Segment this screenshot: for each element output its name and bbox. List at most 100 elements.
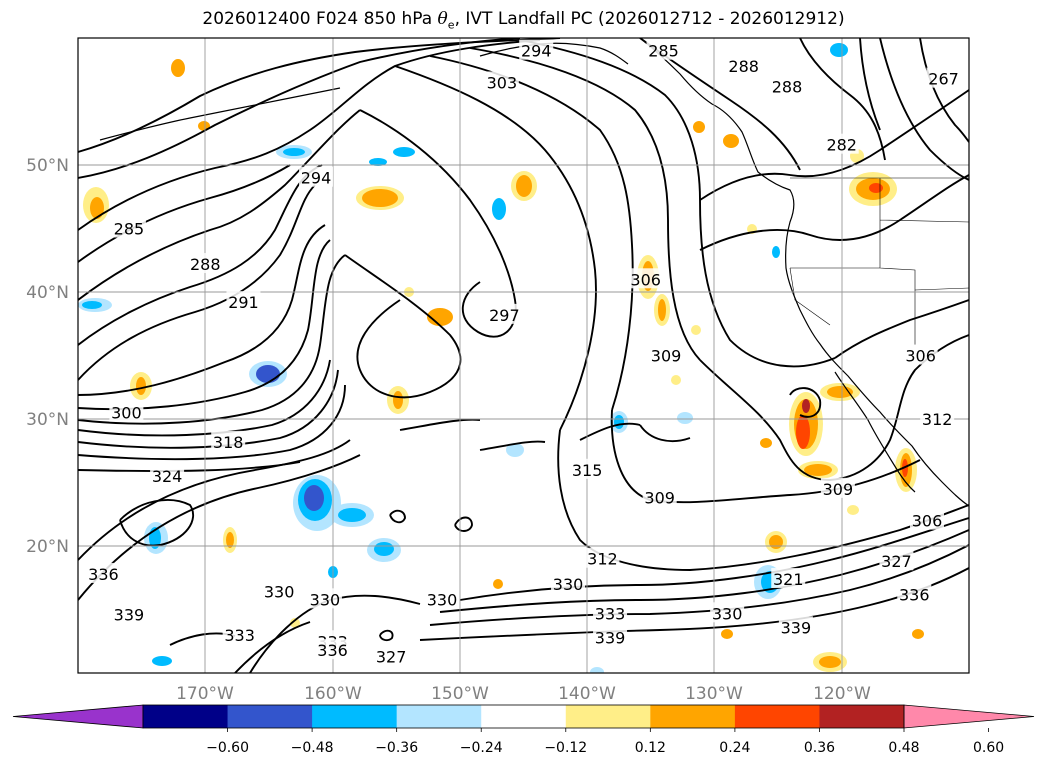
contour-label: 330: [264, 583, 295, 602]
baja-coast: [834, 371, 916, 493]
contour-label: 336: [899, 585, 930, 604]
contour-label-bg: [484, 71, 519, 92]
positive-patch: [226, 532, 234, 548]
contour-label: 333: [595, 604, 626, 623]
contour-label-bg: [585, 547, 620, 568]
state-borders: [789, 178, 969, 345]
contour-label-bg: [487, 303, 522, 324]
contour-label: 282: [826, 136, 857, 155]
aleutian-islands: [99, 87, 341, 141]
lon-tick-labels: 170°W 160°W 150°W 140°W 130°W 120°W: [176, 684, 871, 704]
contour-label: 309: [823, 480, 854, 499]
contour-label-bg: [570, 458, 605, 479]
colorbar-tick-label: −0.12: [544, 740, 587, 756]
contour-label: 285: [114, 220, 145, 239]
contour-label: 297: [489, 306, 520, 325]
positive-patch: [658, 299, 666, 321]
contour-label-bg: [86, 562, 121, 583]
lat-tick-label: 40°N: [26, 283, 69, 303]
negative-patch: [374, 542, 394, 556]
contour-label: 306: [630, 270, 661, 289]
contour-label-bg: [593, 626, 628, 647]
positive-patch: [362, 189, 398, 207]
contour-label: 300: [111, 404, 142, 423]
positive-patch: [723, 134, 739, 148]
colorbar-segment: [227, 705, 313, 728]
contour-label-bg: [726, 54, 761, 75]
contour-label-bg: [111, 217, 146, 238]
colorbar-segment: [143, 705, 229, 728]
contour-label-bg: [769, 75, 804, 96]
contour-label: 309: [651, 347, 682, 366]
contour-label: 267: [928, 70, 959, 89]
contour-label: 312: [922, 410, 953, 429]
contour-label-bg: [188, 253, 223, 274]
contour-label: 336: [317, 641, 348, 660]
contour-label: 291: [228, 293, 259, 312]
negative-patch: [506, 443, 524, 457]
contour-label: 327: [881, 552, 912, 571]
negative-patch: [338, 508, 366, 522]
positive-patch: [912, 629, 924, 639]
contour-label-bg: [299, 166, 334, 187]
negative-patch: [369, 158, 387, 166]
lat-tick-label: 30°N: [26, 410, 69, 430]
lon-tick-label: 150°W: [431, 684, 489, 704]
contour-label-bg: [109, 401, 144, 422]
positive-patch: [393, 391, 403, 409]
contour-label: 288: [772, 77, 803, 96]
colorbar-segment: [565, 705, 651, 728]
negative-patch: [772, 246, 780, 258]
positive-patch: [90, 197, 104, 219]
contour-labels: 294 285 303 288 288 294 285 288 291 297 306 309 306 3…: [86, 39, 961, 666]
positive-patch: [847, 505, 859, 515]
contour-label-bg: [642, 486, 677, 507]
contour-label-bg: [519, 39, 554, 60]
lat-tick-label: 50°N: [26, 156, 69, 176]
negative-patch: [492, 198, 506, 220]
contour-label: 324: [152, 467, 183, 486]
contour-label: 315: [572, 461, 603, 480]
contour-label: 330: [553, 575, 584, 594]
alaska-peninsula: [479, 42, 629, 65]
colorbar-tick-label: 0.12: [635, 740, 666, 756]
contour-label: 330: [712, 604, 743, 623]
colorbar-segment: [312, 705, 398, 728]
contour-label-bg: [649, 344, 684, 365]
contour-label-bg: [551, 573, 586, 594]
contour-label-bg: [222, 623, 257, 644]
colorbar: −0.60 −0.48 −0.36 −0.24 −0.12 0.12 0.24 0.36 0.4…: [12, 704, 1035, 756]
colorbar-tick-label: −0.24: [460, 740, 503, 756]
contour-label: 312: [587, 550, 618, 569]
colorbar-segment: [481, 705, 567, 728]
contour-label: 330: [427, 590, 458, 609]
contour-label: 309: [644, 489, 675, 508]
contour-label-bg: [824, 133, 859, 154]
positive-patch: [804, 464, 832, 476]
contour-label: 285: [648, 42, 679, 61]
contour-label-bg: [820, 477, 855, 498]
contour-label: 336: [88, 565, 119, 584]
contour-label-bg: [879, 550, 914, 571]
positive-patch: [171, 59, 185, 77]
colorbar-tick-label: 0.36: [804, 740, 835, 756]
map-panel: 294 285 303 288 288 294 285 288 291 297 306 309 306 3…: [78, 38, 969, 673]
contour-label: 339: [781, 618, 812, 637]
positive-patch: [802, 399, 810, 413]
contour-label-bg: [771, 568, 806, 589]
colorbar-frame: [142, 704, 905, 729]
contour-label-bg: [211, 430, 246, 451]
negative-patch: [614, 415, 624, 429]
positive-patch: [493, 579, 503, 589]
lon-tick-label: 120°W: [813, 684, 871, 704]
positive-patch: [693, 121, 705, 133]
colorbar-tick-label: −0.48: [291, 740, 334, 756]
lon-tick-label: 130°W: [685, 684, 743, 704]
colorbar-extend-high: [903, 704, 1035, 729]
colorbar-tick-label: −0.60: [206, 740, 249, 756]
colorbar-segment: [734, 705, 820, 728]
contour-label-bg: [778, 616, 813, 637]
north-america-coast: [639, 38, 969, 507]
lat-tick-labels: 50°N 40°N 30°N 20°N: [26, 156, 69, 557]
